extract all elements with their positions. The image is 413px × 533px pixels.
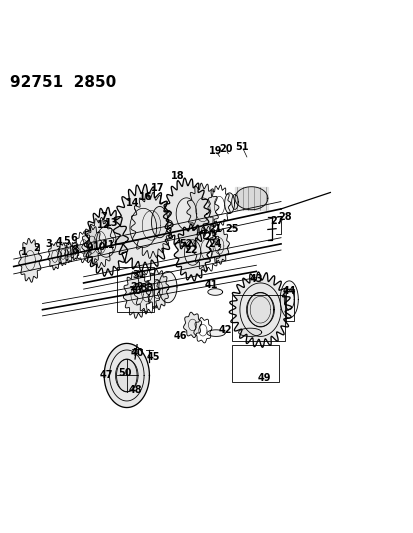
- Polygon shape: [64, 243, 74, 263]
- Polygon shape: [159, 271, 176, 303]
- Text: 7: 7: [101, 212, 107, 222]
- Text: 44: 44: [282, 286, 295, 296]
- Text: 28: 28: [278, 212, 291, 222]
- Polygon shape: [116, 359, 137, 392]
- Polygon shape: [183, 312, 201, 337]
- Text: 12: 12: [96, 220, 110, 230]
- Text: 8: 8: [71, 245, 78, 255]
- Polygon shape: [247, 293, 273, 327]
- Polygon shape: [57, 243, 69, 265]
- Text: 49: 49: [257, 373, 271, 383]
- Text: 20: 20: [218, 144, 232, 154]
- Polygon shape: [280, 281, 298, 318]
- Text: 21: 21: [208, 224, 221, 235]
- Text: 11: 11: [101, 240, 115, 250]
- Text: 42: 42: [218, 325, 232, 335]
- Bar: [231, 295, 285, 341]
- Text: 51: 51: [235, 142, 248, 152]
- Text: 16: 16: [138, 192, 152, 203]
- Text: 52: 52: [179, 239, 193, 249]
- Text: 45: 45: [147, 352, 160, 362]
- Polygon shape: [146, 270, 169, 310]
- Polygon shape: [186, 183, 218, 236]
- Text: 1: 1: [21, 247, 27, 257]
- Text: 40: 40: [130, 348, 143, 358]
- Text: 19: 19: [208, 147, 221, 156]
- Text: 6: 6: [70, 233, 76, 243]
- Text: 31: 31: [132, 270, 145, 280]
- Polygon shape: [235, 187, 267, 210]
- Text: 5: 5: [63, 236, 69, 246]
- Polygon shape: [104, 343, 149, 408]
- Text: 17: 17: [151, 183, 164, 193]
- Text: 4: 4: [55, 237, 62, 247]
- Polygon shape: [48, 243, 62, 270]
- Text: 29: 29: [130, 282, 143, 292]
- Text: 46: 46: [173, 332, 187, 342]
- Polygon shape: [84, 207, 128, 276]
- Polygon shape: [224, 193, 234, 213]
- Text: 47: 47: [99, 370, 113, 381]
- Text: 25: 25: [224, 224, 238, 235]
- Polygon shape: [82, 225, 102, 264]
- Polygon shape: [123, 271, 150, 318]
- Text: 50: 50: [118, 368, 131, 378]
- Text: 43: 43: [249, 274, 262, 284]
- Polygon shape: [209, 228, 229, 264]
- Text: 18: 18: [171, 171, 185, 181]
- Text: 9: 9: [86, 243, 93, 253]
- Bar: [231, 345, 278, 383]
- Text: 27: 27: [270, 216, 283, 227]
- Polygon shape: [207, 289, 222, 295]
- Polygon shape: [113, 184, 173, 271]
- Text: 30: 30: [128, 286, 141, 296]
- Text: 24: 24: [208, 239, 221, 249]
- Text: 23: 23: [204, 232, 217, 242]
- Text: 2: 2: [33, 243, 40, 253]
- Text: 10: 10: [93, 242, 107, 252]
- Polygon shape: [235, 187, 267, 210]
- Text: 41: 41: [204, 280, 217, 290]
- Text: 92751  2850: 92751 2850: [9, 75, 116, 90]
- Text: 13: 13: [104, 219, 118, 228]
- Polygon shape: [229, 272, 291, 348]
- Text: 14: 14: [126, 198, 140, 208]
- Bar: [116, 266, 153, 312]
- Polygon shape: [70, 242, 79, 260]
- Text: 3: 3: [45, 239, 52, 249]
- Polygon shape: [174, 224, 210, 281]
- Polygon shape: [163, 178, 209, 249]
- Text: 33: 33: [140, 283, 154, 293]
- Polygon shape: [151, 206, 168, 238]
- Text: 22: 22: [183, 245, 197, 255]
- Polygon shape: [238, 328, 261, 336]
- Text: 48: 48: [128, 385, 142, 395]
- Polygon shape: [206, 330, 225, 336]
- Polygon shape: [19, 238, 41, 282]
